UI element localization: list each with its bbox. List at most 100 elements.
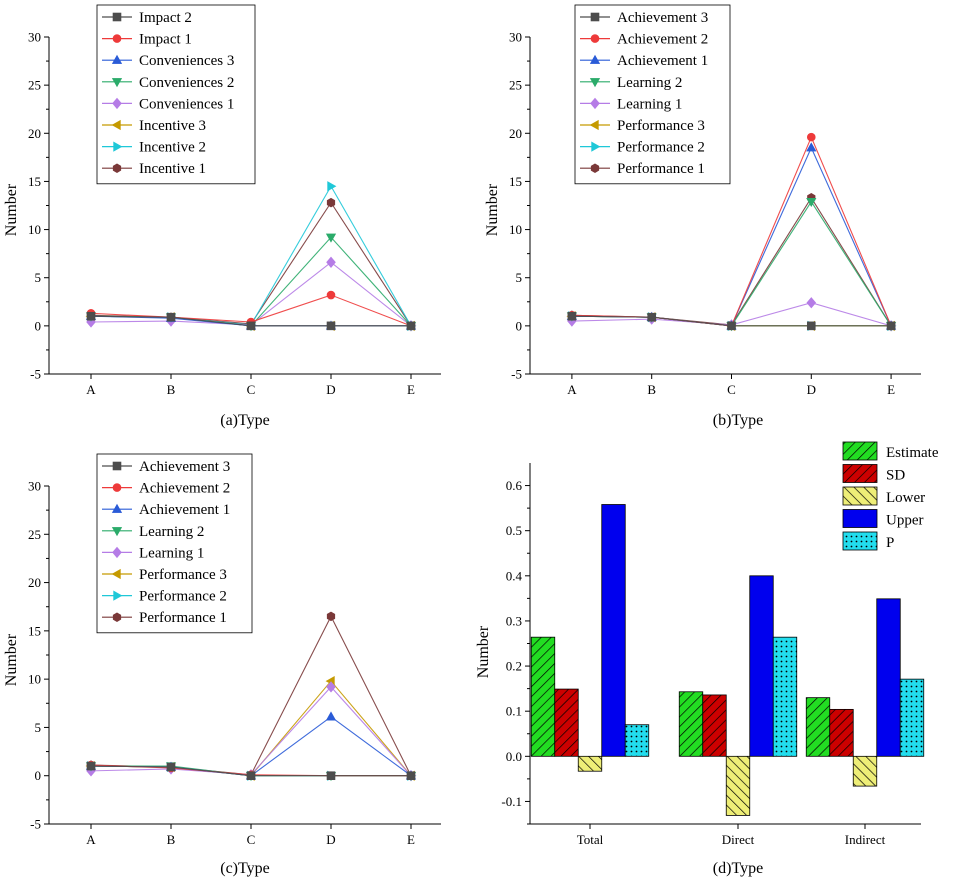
legend-marker-learning-1 — [112, 546, 122, 559]
bar-pattern-p-indirect — [900, 679, 924, 757]
bar-pattern-estimate-total — [531, 637, 555, 757]
y-tick-label: 0.5 — [506, 523, 522, 538]
panel-c-y-title: Number — [3, 633, 20, 686]
legend-marker-achievement-3 — [590, 12, 600, 22]
y-tick-label: -5 — [511, 367, 522, 382]
legend-box — [96, 453, 253, 634]
y-tick-label: 25 — [28, 78, 41, 93]
legend-label-achievement-2: Achievement 2 — [617, 32, 708, 48]
point-impact-2-d — [326, 321, 336, 331]
legend-marker-incentive-3 — [111, 119, 121, 131]
legend-marker-achievement-1 — [111, 503, 123, 513]
legend-label-impact-1: Impact 1 — [139, 32, 192, 48]
bar-pattern-estimate-direct — [679, 691, 703, 757]
point-achievement-3-d — [326, 771, 336, 781]
y-tick-label: 5 — [35, 720, 42, 735]
y-tick-label: 10 — [28, 222, 41, 237]
x-tick-label: E — [407, 382, 415, 397]
legend-marker-learning-2 — [111, 527, 123, 537]
legend-marker-incentive-2 — [113, 141, 123, 152]
y-tick-label: 0.1 — [506, 704, 522, 719]
y-tick-label: 20 — [28, 575, 41, 590]
panel-a-axes: -5 0 5 10 15 20 25 30 A B C D E — [28, 30, 441, 397]
legend-marker-learning-1 — [590, 97, 600, 110]
series-line-performance-3 — [90, 680, 412, 777]
x-tick-label: C — [247, 382, 256, 397]
legend-label-learning-1: Learning 1 — [617, 96, 682, 112]
legend-label-impact-2: Impact 2 — [139, 10, 192, 26]
y-tick-label: 0 — [35, 768, 42, 783]
legend-marker-achievement-3 — [112, 461, 122, 471]
legend-label-learning-1: Learning 1 — [139, 545, 204, 561]
panel-a-y-title: Number — [3, 183, 20, 236]
panel-a-series — [85, 181, 417, 332]
legend-label-lower: Lower — [886, 490, 925, 506]
x-tick-label: D — [807, 382, 816, 397]
point-achievement-3-d — [806, 321, 816, 331]
legend-pattern-sd — [843, 464, 877, 483]
legend-box — [574, 4, 731, 185]
point-incentive-1-d — [326, 197, 336, 208]
point-achievement-1-d — [806, 142, 817, 152]
y-tick-label: -5 — [30, 367, 41, 382]
point-achievement-3-c — [246, 771, 256, 781]
panel-a-legend: Impact 2 Impact 1 Conveniences 3 Convenienc… — [96, 4, 256, 185]
legend-marker-performance-3 — [589, 119, 599, 131]
panel-b-legend: Achievement 3 Achievement 2 Achievement 1 L… — [574, 4, 731, 185]
panel-c-axes: -5 0 5 10 15 20 25 30 A B C D E — [28, 479, 441, 847]
legend-label-estimate: Estimate — [886, 445, 939, 461]
x-tick-label: C — [247, 832, 256, 847]
y-tick-label: 5 — [35, 270, 42, 285]
y-tick-label: 0 — [35, 318, 42, 333]
legend-label-p: P — [886, 535, 894, 551]
panel-d-x-title: (d)Type — [713, 860, 763, 877]
legend-marker-performance-1 — [112, 612, 122, 622]
point-performance-1-d — [326, 611, 336, 622]
y-tick-label: 25 — [509, 78, 522, 93]
y-tick-label: 20 — [509, 126, 522, 141]
legend-marker-conveniences-3 — [111, 54, 123, 64]
legend-label-incentive-2: Incentive 2 — [139, 140, 206, 156]
legend-label-learning-2: Learning 2 — [617, 75, 682, 91]
y-tick-label: 10 — [28, 672, 41, 687]
point-learning-2-d — [806, 197, 817, 208]
panel-d-bars — [530, 504, 925, 816]
legend-label-performance-3: Performance 3 — [617, 118, 705, 134]
series-line-learning-1 — [90, 686, 412, 777]
point-impact-2-c — [246, 321, 256, 331]
bar-pattern-lower-total — [578, 756, 602, 772]
x-tick-label: Indirect — [845, 832, 886, 847]
point-achievement-3-c — [727, 321, 736, 331]
legend-label-sd: SD — [886, 468, 905, 484]
series-line-incentive-2 — [90, 185, 412, 327]
panel-d-axes: -0.1 0.0 0.1 0.2 0.3 0.4 0.5 0.6 Total Direct Indi… — [501, 463, 921, 847]
legend-marker-impact-1 — [112, 34, 122, 43]
legend-marker-performance-1 — [590, 163, 600, 173]
point-learning-1-d — [326, 681, 336, 693]
legend-label-performance-2: Performance 2 — [617, 140, 705, 156]
bar-pattern-lower-indirect — [853, 756, 877, 787]
point-achievement-2-d — [806, 132, 816, 142]
legend-marker-achievement-2 — [590, 34, 600, 43]
point-conveniences-2-d — [325, 233, 337, 243]
series-line-performance-1 — [90, 615, 412, 776]
panel-c: (c)Type Number -5 0 5 10 15 20 25 30 A B C D E Achiev… — [3, 453, 441, 877]
legend-marker-achievement-1 — [589, 54, 601, 64]
y-tick-label: 0.4 — [506, 568, 523, 583]
legend-label-achievement-2: Achievement 2 — [139, 481, 230, 497]
bar-pattern-sd-total — [554, 689, 579, 757]
legend-label-performance-3: Performance 3 — [139, 567, 227, 583]
legend-label-learning-2: Learning 2 — [139, 524, 204, 540]
bar-pattern-sd-direct — [702, 694, 727, 757]
legend-label-incentive-3: Incentive 3 — [139, 118, 206, 134]
legend-marker-conveniences-1 — [112, 97, 122, 110]
panel-d-y-title: Number — [475, 625, 492, 678]
legend-box — [96, 4, 256, 185]
x-tick-label: D — [326, 832, 335, 847]
x-tick-label: A — [86, 832, 96, 847]
point-learning-1-d — [806, 297, 817, 309]
y-tick-label: 30 — [28, 30, 41, 45]
legend-label-conveniences-1: Conveniences 1 — [139, 96, 234, 112]
panel-b-x-title: (b)Type — [713, 412, 763, 429]
